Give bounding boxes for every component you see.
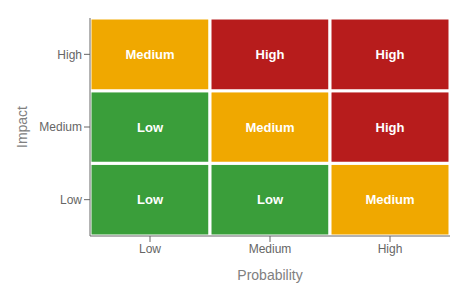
svg-text:Low: Low [137,120,164,135]
svg-text:Probability: Probability [237,267,302,283]
svg-text:Low: Low [257,192,284,207]
svg-text:Medium: Medium [39,120,82,134]
svg-text:High: High [378,242,403,256]
svg-text:Medium: Medium [245,120,294,135]
svg-text:Medium: Medium [125,47,174,62]
svg-text:Low: Low [60,193,82,207]
svg-text:Medium: Medium [249,242,292,256]
svg-text:Impact: Impact [14,106,30,148]
svg-text:High: High [376,120,405,135]
svg-text:High: High [256,47,285,62]
svg-text:Low: Low [139,242,161,256]
svg-text:Low: Low [137,192,164,207]
svg-text:High: High [376,47,405,62]
svg-text:High: High [57,48,82,62]
svg-text:Medium: Medium [365,192,414,207]
